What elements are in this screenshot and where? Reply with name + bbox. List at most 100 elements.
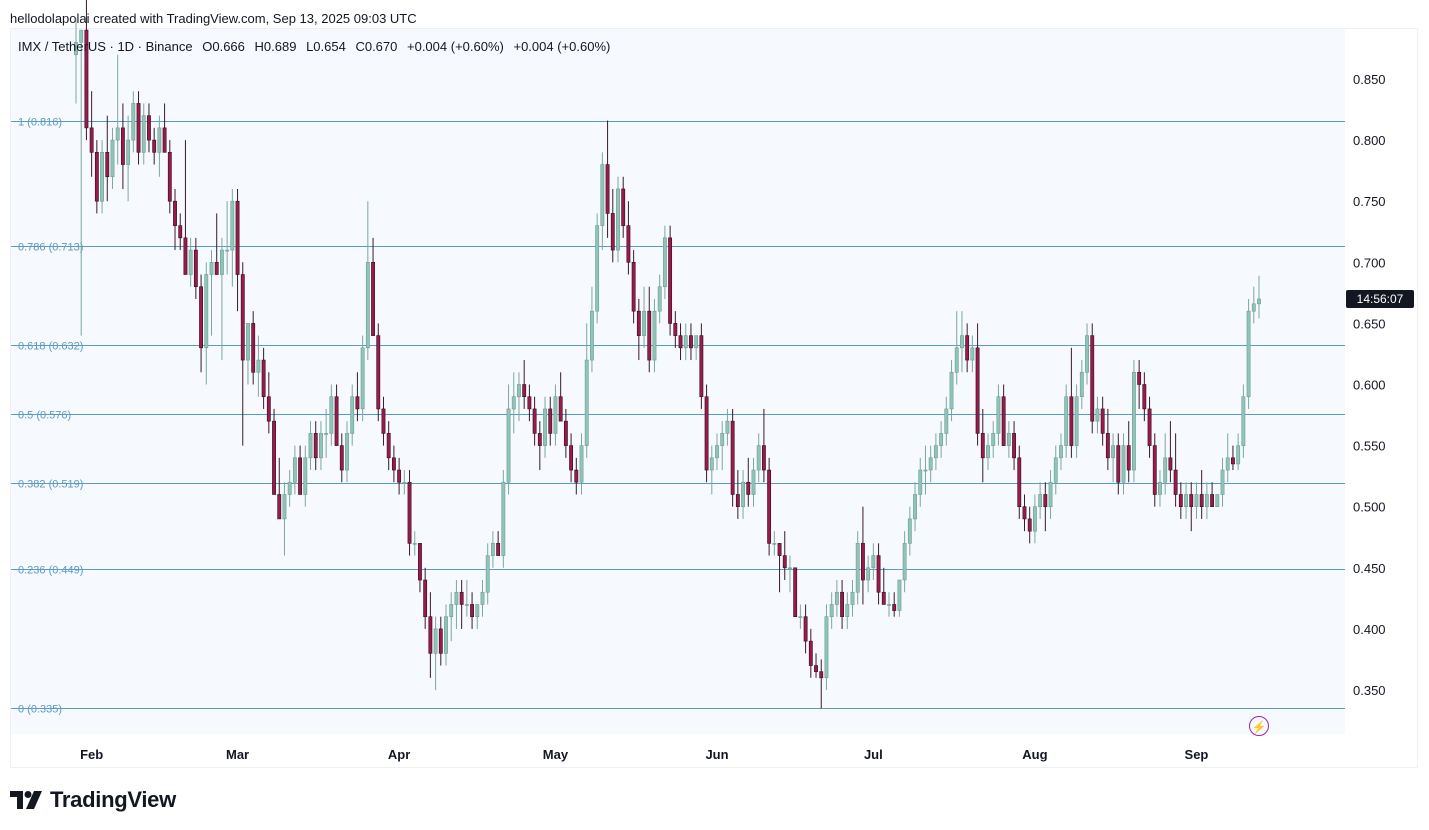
candle-body [1251,303,1256,312]
candle [709,445,714,495]
candle [282,482,287,556]
candle-body [131,103,136,141]
candle-body [1121,445,1126,483]
candle [1001,384,1006,446]
lightning-icon[interactable]: ⚡ [1249,716,1269,736]
candle [824,604,829,690]
candle [735,470,740,519]
candle [1173,433,1178,507]
candle-body [313,433,318,459]
candle [923,445,928,495]
candle [892,592,897,617]
candle [287,470,292,507]
candle-body [428,616,433,654]
candle [496,531,501,556]
y-tick-label: 0.350 [1353,683,1386,698]
candle [986,433,990,471]
candle-body [861,543,865,581]
tradingview-logo-icon [10,791,42,809]
candle [94,140,99,214]
candle [475,604,480,629]
candle-body [412,543,417,545]
fib-label: 0.786 (0.713) [18,242,83,254]
candle [1246,298,1251,409]
candle-body [480,591,485,605]
candle-body [391,457,396,471]
candle [1168,421,1173,483]
candle-body [319,433,323,459]
candle [522,360,527,409]
candle-body [240,274,245,361]
candle [605,120,610,238]
candle-body [1116,445,1121,483]
candle-body [1017,457,1022,508]
candle [558,372,563,422]
candle-body [1012,433,1016,459]
x-tick-label: May [543,747,569,762]
candle-body [418,543,422,581]
candle-body [798,616,803,618]
candle [480,580,485,617]
change-value-2: +0.004 (+0.60%) [513,39,611,54]
candle [939,421,944,458]
candle [167,140,172,214]
candle-body [1215,494,1220,508]
candle-body [626,225,631,263]
candle [746,457,751,507]
chart-legend: IMX / TetherUS · 1D · Binance O0.666 H0.… [18,39,616,54]
candle [928,445,933,483]
candle-body [960,335,964,349]
candle-body [1095,408,1100,422]
candle-body [532,408,537,434]
candle-body [407,481,412,544]
candle [720,421,725,471]
candle-body [397,469,402,483]
candle [1194,482,1199,519]
tradingview-brand[interactable]: TradingView [10,787,176,813]
candle-body [141,115,146,153]
candle-body [188,249,193,275]
candle [391,445,396,483]
candle [277,457,282,520]
x-tick-label: Jul [864,747,883,762]
candle-body [689,335,693,349]
candle [1100,396,1105,446]
candle [741,470,745,519]
candle-body [579,445,584,483]
candle-body [491,543,495,556]
candle-body [1178,494,1183,508]
candle [829,592,834,629]
candle-body [162,127,167,153]
candle [840,580,844,629]
candle-body [74,42,78,55]
open-value: O0.666 [202,39,245,54]
candle [100,140,104,214]
candle [907,506,912,556]
candle-body [553,396,558,434]
candle [517,372,521,422]
candle [355,372,360,422]
symbol-label[interactable]: IMX / TetherUS · 1D · Binance [18,39,193,54]
candle [788,555,792,593]
candle [1059,433,1063,471]
candle [423,567,428,629]
candle [761,408,766,483]
candle-body [1100,408,1105,434]
candle [777,543,782,593]
candle-body [173,200,177,226]
candle [600,152,605,251]
candle-body [720,433,725,446]
x-tick-label: Feb [80,747,103,762]
candle [772,531,777,556]
candle-body [214,261,219,275]
candle [199,274,203,373]
candle [1017,445,1022,519]
candle [751,457,756,507]
candle [79,29,84,336]
candle [949,360,954,422]
candle-body [704,396,709,471]
candle [178,213,183,251]
candle-body [501,481,506,556]
fib-label: 0.618 (0.632) [18,341,83,353]
